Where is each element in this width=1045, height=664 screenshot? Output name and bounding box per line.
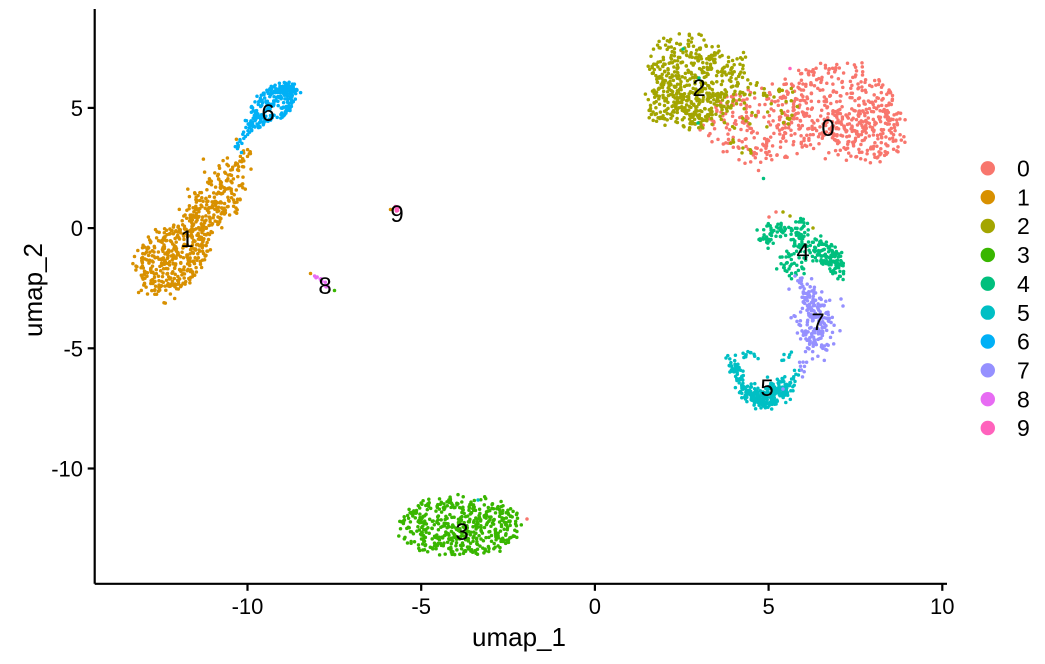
svg-text:9: 9: [390, 201, 403, 228]
svg-text:9: 9: [1017, 415, 1030, 441]
svg-text:8: 8: [318, 273, 331, 300]
svg-text:3: 3: [455, 519, 468, 546]
svg-text:3: 3: [1017, 242, 1030, 268]
svg-text:5: 5: [760, 375, 773, 402]
svg-text:umap_1: umap_1: [472, 622, 566, 652]
svg-text:0: 0: [1017, 156, 1030, 182]
svg-text:-10: -10: [51, 457, 83, 482]
svg-text:-5: -5: [411, 594, 431, 619]
svg-text:-5: -5: [63, 336, 83, 361]
svg-text:-10: -10: [232, 594, 264, 619]
svg-text:0: 0: [821, 115, 834, 142]
svg-text:5: 5: [71, 96, 83, 121]
svg-text:4: 4: [1017, 271, 1030, 297]
svg-text:10: 10: [930, 594, 954, 619]
svg-text:1: 1: [1017, 184, 1030, 210]
svg-text:6: 6: [1017, 329, 1030, 355]
svg-text:7: 7: [1017, 358, 1030, 384]
svg-text:4: 4: [796, 239, 809, 266]
svg-text:6: 6: [261, 100, 274, 127]
svg-text:0: 0: [589, 594, 601, 619]
svg-text:8: 8: [1017, 386, 1030, 412]
svg-text:umap_2: umap_2: [18, 243, 48, 337]
svg-text:7: 7: [811, 309, 824, 336]
svg-text:0: 0: [71, 216, 83, 241]
svg-text:5: 5: [1017, 300, 1030, 326]
svg-text:2: 2: [1017, 213, 1030, 239]
svg-text:1: 1: [180, 226, 193, 253]
svg-text:5: 5: [762, 594, 774, 619]
svg-text:2: 2: [692, 75, 705, 102]
